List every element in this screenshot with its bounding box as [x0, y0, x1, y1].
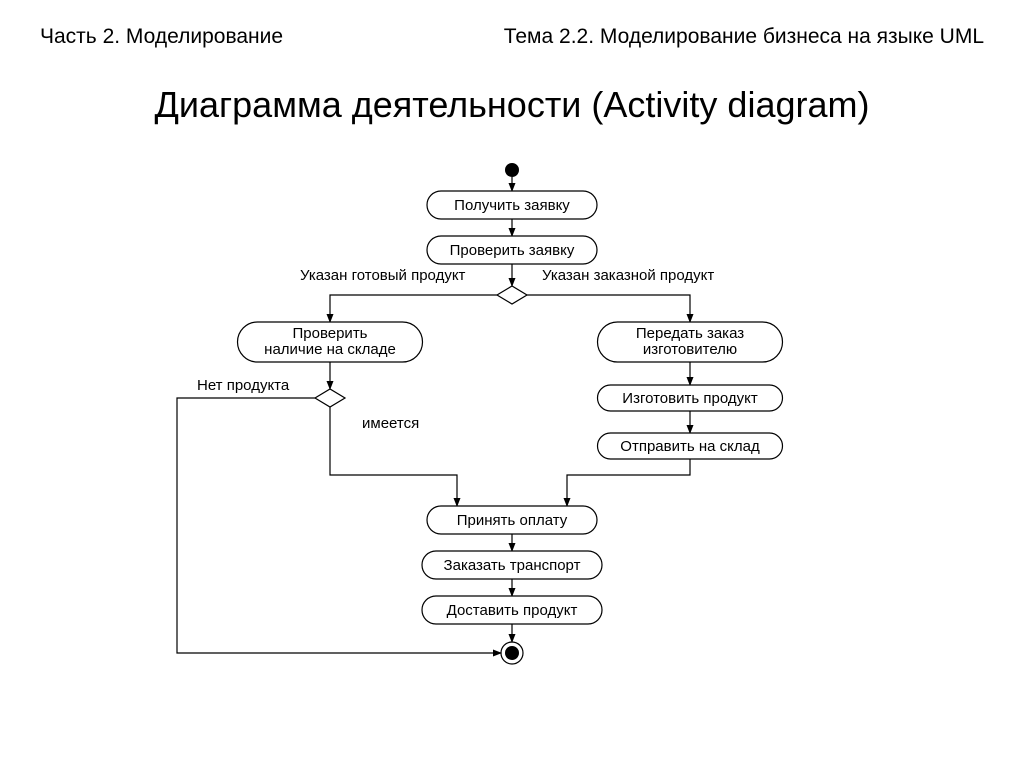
- activity-label: наличие на складе: [264, 341, 396, 358]
- nodes: Получить заявку Проверить заявку Проверить…: [238, 163, 783, 664]
- activity-label: Получить заявку: [454, 197, 570, 214]
- edge-d1-a3: [330, 295, 497, 322]
- activity-label: Проверить заявку: [450, 242, 575, 259]
- edge-d1-a4: [527, 295, 690, 322]
- activity-label: Доставить продукт: [447, 602, 578, 619]
- end-node-inner: [505, 646, 519, 660]
- activity-diagram: имеется Указан готовый продукт Указан зака…: [62, 150, 962, 690]
- guard-label: Нет продукта: [197, 377, 290, 394]
- edge-a6-a7: [567, 459, 690, 506]
- start-node: [505, 163, 519, 177]
- guard-label: Указан заказной продукт: [542, 267, 714, 284]
- activity-label: Передать заказ: [636, 325, 744, 342]
- activity-label: Заказать транспорт: [444, 557, 581, 574]
- activity-label: Проверить: [292, 325, 367, 342]
- edge-label: имеется: [362, 415, 419, 432]
- guard-label: Указан готовый продукт: [300, 267, 466, 284]
- decision-d1: [497, 286, 527, 304]
- decision-d2: [315, 389, 345, 407]
- activity-label: Принять оплату: [457, 512, 568, 529]
- activity-label: Отправить на склад: [620, 438, 760, 455]
- activity-label: изготовителю: [643, 341, 737, 358]
- activity-label: Изготовить продукт: [622, 390, 758, 407]
- page-title: Диаграмма деятельности (Activity diagram…: [0, 84, 1024, 126]
- header-left: Часть 2. Моделирование: [40, 25, 283, 49]
- header-right: Тема 2.2. Моделирование бизнеса на языке…: [504, 25, 984, 49]
